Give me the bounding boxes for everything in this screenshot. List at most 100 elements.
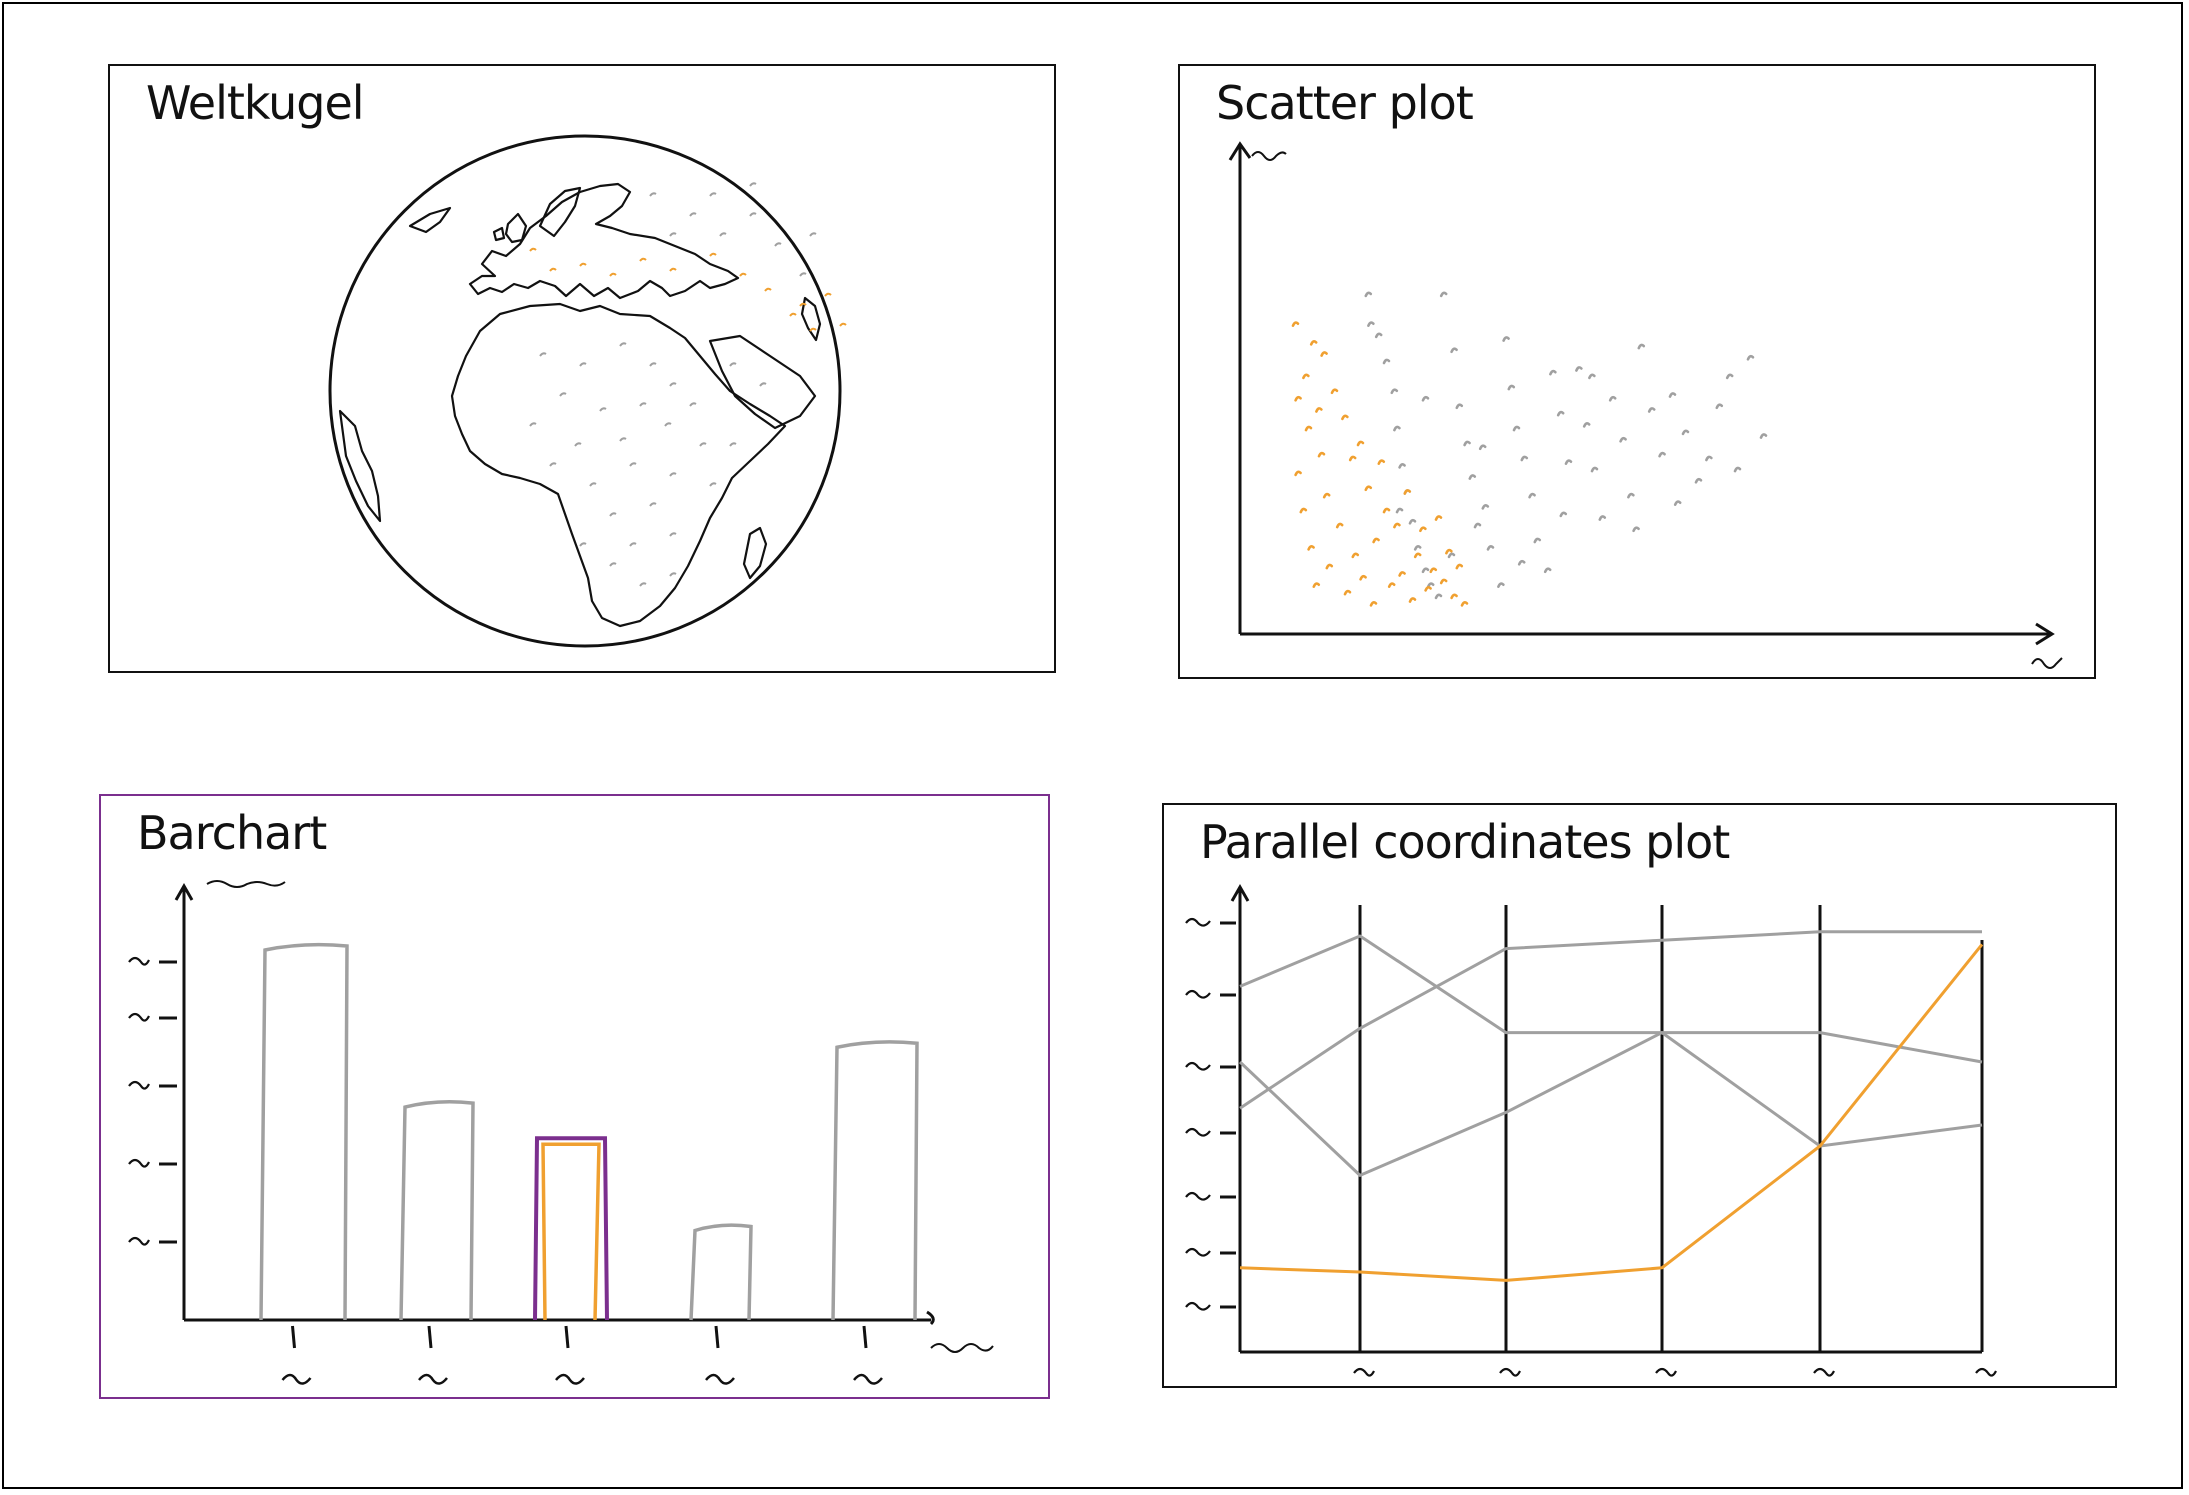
scatter-point [1627,492,1635,499]
globe-gray-mark [719,232,727,237]
globe-gray-mark [664,422,672,427]
scatter-point [1341,414,1349,421]
scatter-point [1320,351,1328,357]
scatter-point [1330,388,1339,395]
scatter-x-axis-label-scribble [2031,657,2063,669]
scatter-point [1367,321,1375,327]
scatter-point [1608,395,1617,402]
bar-highlighted[interactable] [541,1142,601,1321]
scatter-point [1473,522,1482,529]
barchart-title: Barchart [137,806,327,860]
scatter-point [1434,515,1443,521]
scatter-point [1315,407,1323,413]
scatter-point [1374,332,1383,339]
globe-orange-mark [764,287,772,292]
bar-x-axis-label-scribble [930,1343,994,1353]
globe-gray-mark [749,212,757,217]
globe-gray-mark [689,402,697,407]
pcp-y-ticks [1185,917,1236,1311]
scatter-point [1421,567,1430,574]
globe-gray-mark [669,232,677,237]
pcp-y-tick-label-scribble [1185,917,1211,927]
scatter-point [1364,485,1373,492]
bar-x-tick-label-scribble [418,1373,448,1385]
bar-y-tick-label-scribble [128,956,150,966]
bar[interactable] [399,1099,475,1321]
scatter-point [1317,451,1326,458]
scatter-point [1564,459,1573,465]
pcp-polyline[interactable] [1238,1031,1983,1177]
scatter-point [1302,373,1310,380]
pcp-dimension-label-scribble [1655,1367,1677,1377]
british-isles [492,212,528,244]
scatter-point [1559,511,1568,518]
pcp-svg [1185,883,1997,1377]
scatter-point [1463,440,1471,447]
globe-panel[interactable]: Weltkugel [108,64,1056,673]
scatter-point [1590,466,1599,473]
bar-selection-outline[interactable] [533,1136,609,1321]
scatter-point [1382,358,1391,365]
scatter-point [1486,544,1495,551]
scatter-point [1455,563,1464,570]
barchart-panel[interactable]: Barchart [99,794,1050,1399]
scatter-point [1359,574,1367,581]
globe-gray-mark [669,472,677,477]
parallel-coordinates-panel[interactable]: Parallel coordinates plot [1162,803,2117,1388]
scatter-panel[interactable]: Scatter plot [1178,64,2096,679]
scatter-point [1408,597,1417,603]
scatter-point [1351,552,1360,559]
pcp-y-tick-label-scribble [1185,1247,1211,1257]
scatter-point [1309,339,1318,346]
bar-x-tick [291,1325,296,1349]
globe-orange-mark [579,262,587,267]
scatter-point [1369,600,1378,607]
scatter-point [1377,459,1386,465]
caspian-region [800,296,822,342]
pcp-polyline[interactable] [1239,930,1982,1110]
scatter-point [1715,403,1724,410]
pcp-polyline[interactable] [1239,943,1984,1282]
bar-y-arrow [174,882,194,901]
scatter-point [1543,567,1552,574]
scatter-point [1450,347,1458,354]
scatter-point [1450,593,1458,600]
pcp-y-arrow [1230,883,1250,902]
scatter-point [1395,507,1404,514]
globe-gray-data-points [529,182,817,587]
globe-gray-mark [629,462,637,467]
globe-gray-mark [589,482,597,487]
globe-gray-mark [579,542,587,547]
pcp-dimension-label-scribble [1499,1367,1521,1377]
pcp-polyline[interactable] [1239,934,1983,1064]
globe-orange-mark [799,302,807,307]
scatter-point [1746,354,1755,361]
scatter-point [1681,429,1690,436]
scatter-point [1556,410,1565,417]
scatter-point [1575,366,1583,372]
scatter-point [1533,537,1542,544]
south-america-edge [338,409,382,523]
bar-x-tick [862,1325,868,1349]
scatter-point [1413,544,1422,551]
scatter-point [1294,395,1302,402]
globe-gray-mark [699,442,707,447]
bar[interactable] [831,1040,919,1321]
scatter-svg [1228,141,2063,669]
scatter-point [1673,500,1682,506]
globe-svg [328,134,847,648]
globe-gray-mark [619,342,627,347]
pcp-y-tick-label-scribble [1185,989,1211,999]
globe-gray-mark [539,352,547,357]
scatter-point [1468,474,1477,480]
globe-orange-mark [789,312,797,317]
bar[interactable] [689,1223,753,1321]
globe-orange-mark [824,292,832,297]
scatter-point [1478,444,1487,451]
scatter-point [1335,522,1344,529]
scandinavia [538,186,582,238]
globe-gray-mark [629,542,637,547]
globe-gray-mark [809,232,817,237]
scatter-point [1502,336,1510,342]
bar[interactable] [259,942,349,1321]
